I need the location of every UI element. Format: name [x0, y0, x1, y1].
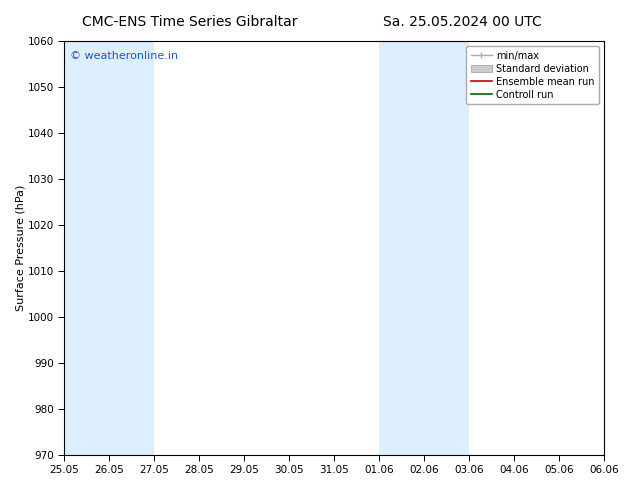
Y-axis label: Surface Pressure (hPa): Surface Pressure (hPa) [15, 185, 25, 311]
Bar [379, 41, 424, 455]
Bar [65, 41, 110, 455]
Legend: min/max, Standard deviation, Ensemble mean run, Controll run: min/max, Standard deviation, Ensemble me… [466, 46, 599, 104]
Bar [110, 41, 155, 455]
Text: Sa. 25.05.2024 00 UTC: Sa. 25.05.2024 00 UTC [384, 15, 542, 29]
Bar [424, 41, 469, 455]
Text: CMC-ENS Time Series Gibraltar: CMC-ENS Time Series Gibraltar [82, 15, 298, 29]
Text: © weatheronline.in: © weatheronline.in [70, 51, 178, 61]
